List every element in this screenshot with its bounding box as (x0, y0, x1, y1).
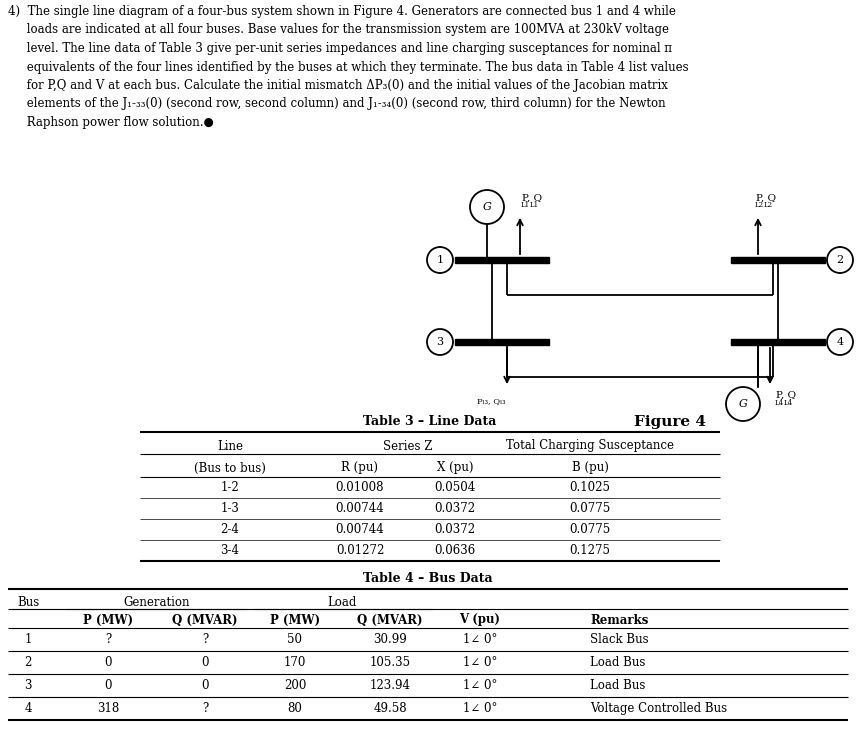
Text: 0: 0 (104, 656, 112, 669)
Text: X (pu): X (pu) (437, 462, 473, 474)
Text: Line: Line (217, 440, 243, 452)
Text: 3: 3 (24, 679, 32, 692)
Text: L4: L4 (775, 399, 784, 407)
Text: 0.01272: 0.01272 (336, 544, 384, 557)
Text: 1∠ 0°: 1∠ 0° (463, 679, 497, 692)
Text: Load Bus: Load Bus (590, 679, 645, 692)
Text: 2: 2 (24, 656, 32, 669)
Text: equivalents of the four lines identified by the buses at which they terminate. T: equivalents of the four lines identified… (8, 61, 688, 73)
Text: L1: L1 (530, 201, 539, 209)
Text: 1∠ 0°: 1∠ 0° (463, 633, 497, 646)
Text: 49.58: 49.58 (373, 702, 407, 715)
Text: , Q: , Q (527, 194, 542, 203)
Text: B (pu): B (pu) (572, 462, 609, 474)
Text: 4)  The single line diagram of a four-bus system shown in Figure 4. Generators a: 4) The single line diagram of a four-bus… (8, 5, 676, 18)
Text: 4: 4 (836, 337, 843, 347)
Text: 170: 170 (284, 656, 306, 669)
Text: Remarks: Remarks (590, 613, 648, 627)
Text: Q (MVAR): Q (MVAR) (172, 613, 238, 627)
Text: L2: L2 (764, 201, 773, 209)
Text: ?: ? (105, 633, 111, 646)
Text: R (pu): R (pu) (342, 462, 378, 474)
Text: P (MW): P (MW) (83, 613, 133, 627)
Text: Q (MVAR): Q (MVAR) (357, 613, 423, 627)
Text: P (MW): P (MW) (270, 613, 320, 627)
Text: Voltage Controlled Bus: Voltage Controlled Bus (590, 702, 727, 715)
Text: Slack Bus: Slack Bus (590, 633, 649, 646)
Text: 80: 80 (288, 702, 302, 715)
Text: ?: ? (202, 633, 208, 646)
Text: 1: 1 (437, 255, 443, 265)
Text: P: P (775, 391, 782, 400)
Text: (Bus to bus): (Bus to bus) (194, 462, 266, 474)
Text: Table 4 – Bus Data: Table 4 – Bus Data (363, 572, 493, 585)
Text: 1∠ 0°: 1∠ 0° (463, 656, 497, 669)
Text: 105.35: 105.35 (370, 656, 411, 669)
Text: 0.0504: 0.0504 (434, 481, 476, 494)
Text: 0.1025: 0.1025 (569, 481, 610, 494)
Text: 2-4: 2-4 (221, 523, 240, 536)
Text: 30.99: 30.99 (373, 633, 407, 646)
Bar (731, 257, 825, 263)
Text: 0.0775: 0.0775 (569, 523, 610, 536)
Text: for P,Q and V at each bus. Calculate the initial mismatch ΔP₃(0) and the initial: for P,Q and V at each bus. Calculate the… (8, 79, 668, 92)
Text: loads are indicated at all four buses. Base values for the transmission system a: loads are indicated at all four buses. B… (8, 24, 669, 36)
Text: 0.1275: 0.1275 (569, 544, 610, 557)
Text: 0.0372: 0.0372 (435, 523, 476, 536)
Text: 0.00744: 0.00744 (336, 502, 384, 515)
Text: 1-3: 1-3 (221, 502, 240, 515)
Text: elements of the J₁-₃₃(0) (second row, second column) and J₁-₃₄(0) (second row, t: elements of the J₁-₃₃(0) (second row, se… (8, 98, 666, 110)
Text: , Q: , Q (781, 391, 796, 400)
Bar (731, 339, 825, 345)
Text: Pₗ₃, Qₗ₃: Pₗ₃, Qₗ₃ (477, 397, 506, 405)
Text: Load: Load (328, 596, 357, 608)
Bar (455, 257, 549, 263)
Text: 0.0636: 0.0636 (434, 544, 476, 557)
Text: 0.0372: 0.0372 (435, 502, 476, 515)
Text: 0: 0 (104, 679, 112, 692)
Text: V (pu): V (pu) (460, 613, 501, 627)
Text: G: G (739, 399, 747, 409)
Text: Table 3 – Line Data: Table 3 – Line Data (363, 415, 496, 428)
Text: 200: 200 (284, 679, 306, 692)
Text: L1: L1 (521, 201, 530, 209)
Bar (455, 339, 549, 345)
Text: level. The line data of Table 3 give per-unit series impedances and line chargin: level. The line data of Table 3 give per… (8, 42, 672, 55)
Text: 0: 0 (201, 656, 209, 669)
Text: Figure 4: Figure 4 (634, 415, 706, 429)
Text: 123.94: 123.94 (370, 679, 411, 692)
Text: Series Z: Series Z (383, 440, 432, 452)
Text: 0.01008: 0.01008 (336, 481, 384, 494)
Text: 3-4: 3-4 (221, 544, 240, 557)
Text: 50: 50 (288, 633, 302, 646)
Text: Load Bus: Load Bus (590, 656, 645, 669)
Text: 1-2: 1-2 (221, 481, 240, 494)
Text: 0.00744: 0.00744 (336, 523, 384, 536)
Text: 4: 4 (24, 702, 32, 715)
Text: 0.0775: 0.0775 (569, 502, 610, 515)
Text: 0: 0 (201, 679, 209, 692)
Text: 318: 318 (97, 702, 119, 715)
Text: P: P (755, 194, 762, 203)
Text: ?: ? (202, 702, 208, 715)
Text: P: P (521, 194, 528, 203)
Text: 1: 1 (24, 633, 32, 646)
Text: 3: 3 (437, 337, 443, 347)
Text: L2: L2 (755, 201, 764, 209)
Text: , Q: , Q (761, 194, 776, 203)
Text: G: G (483, 202, 491, 212)
Text: L4: L4 (784, 399, 794, 407)
Text: Generation: Generation (123, 596, 190, 608)
Text: Bus: Bus (17, 596, 39, 608)
Text: Raphson power flow solution.●: Raphson power flow solution.● (8, 116, 214, 129)
Text: 2: 2 (836, 255, 843, 265)
Text: 1∠ 0°: 1∠ 0° (463, 702, 497, 715)
Text: Total Charging Susceptance: Total Charging Susceptance (506, 440, 674, 452)
